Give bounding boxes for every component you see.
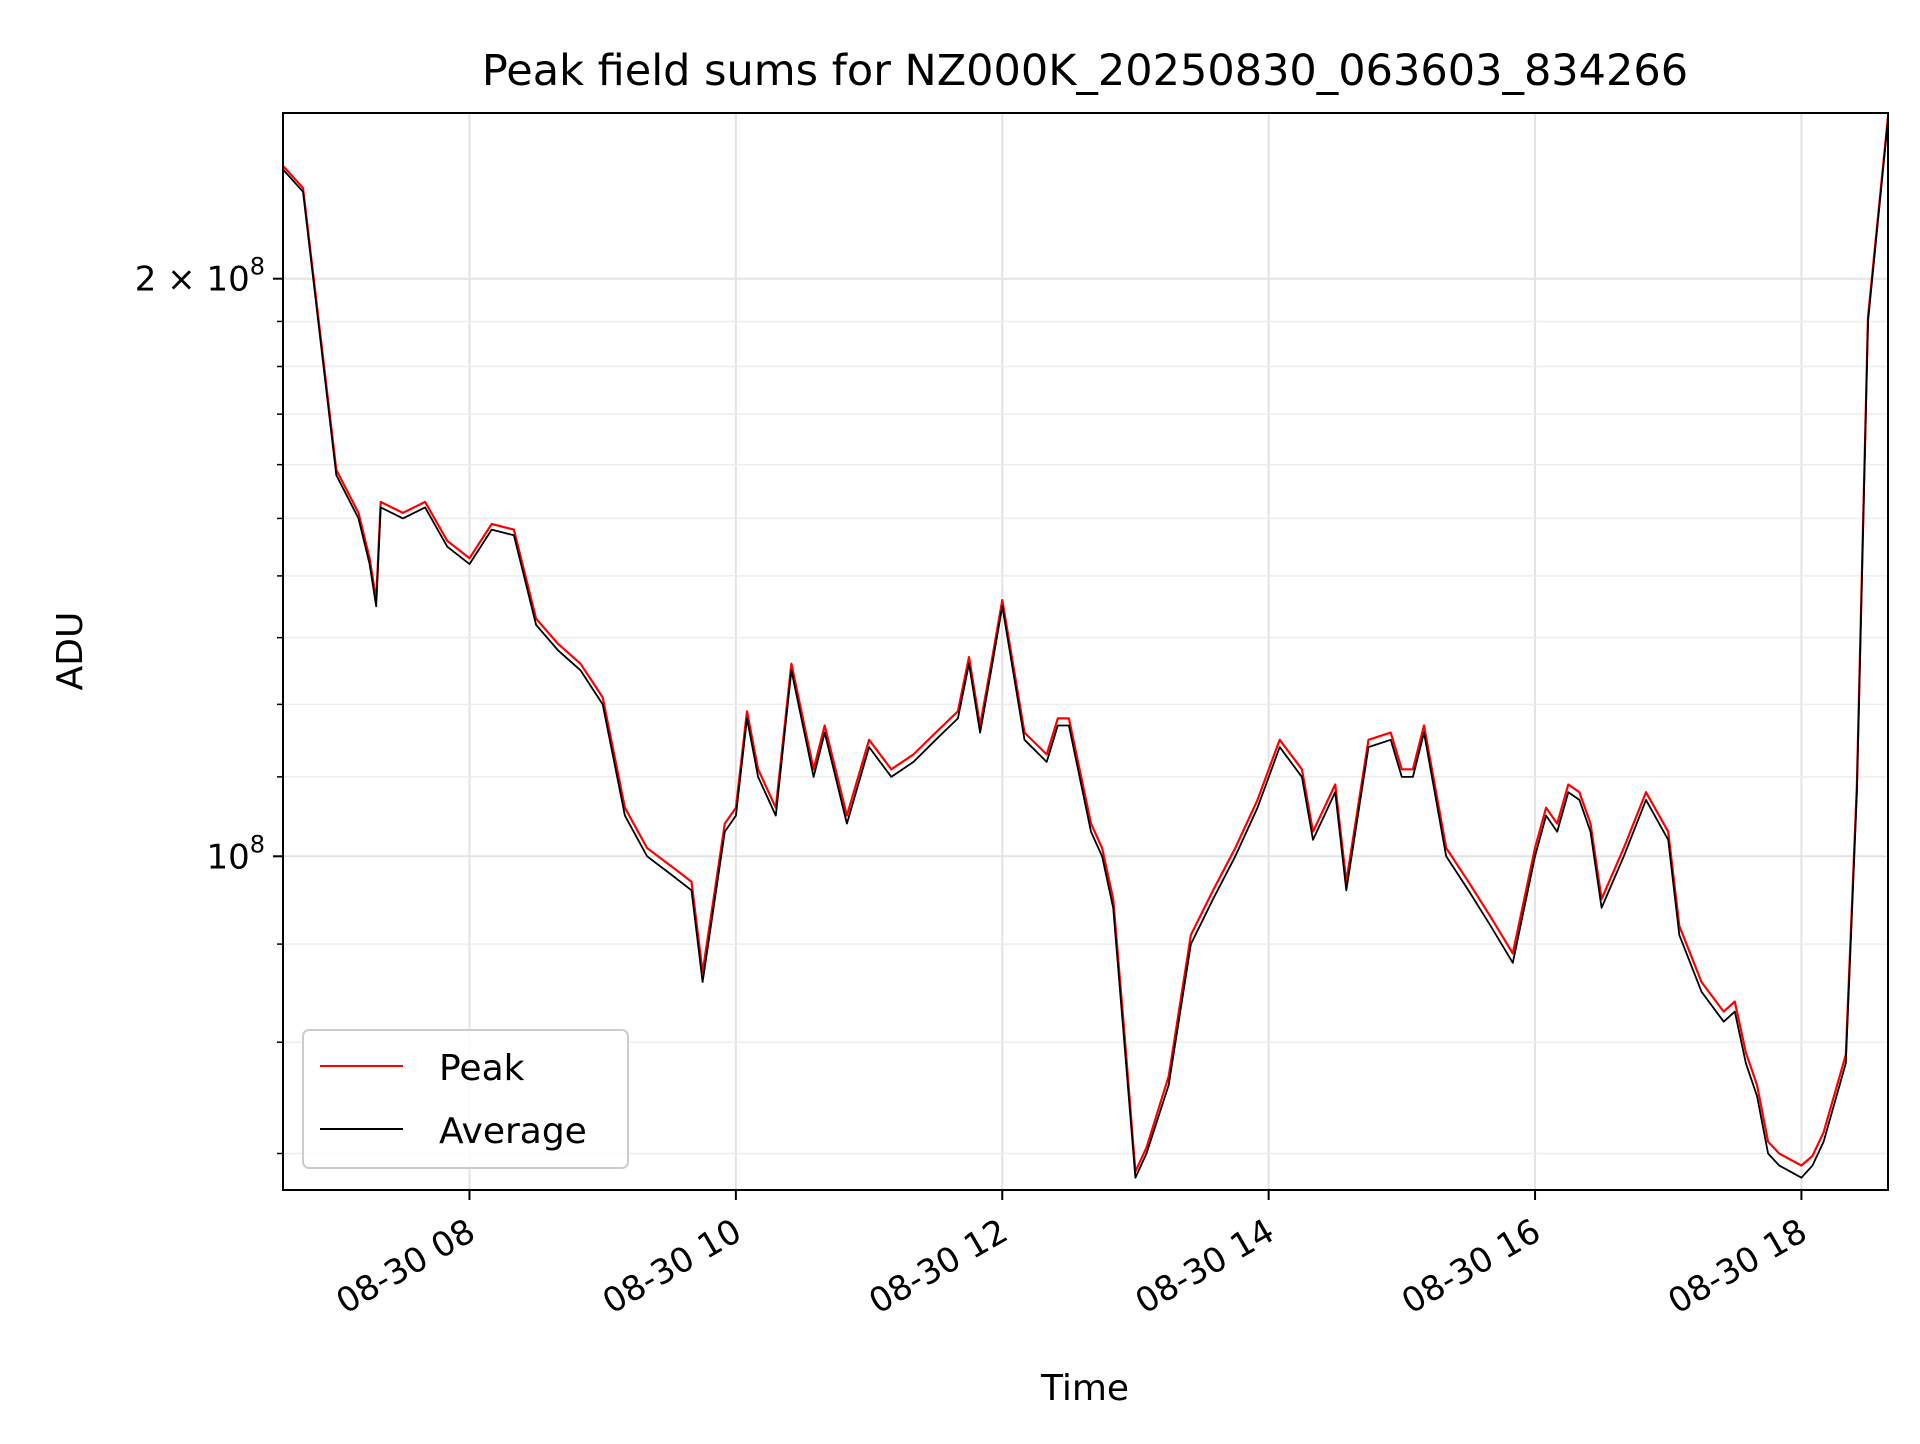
legend-box: [302, 1029, 629, 1169]
legend-label-average: Average: [439, 1111, 587, 1152]
y-axis-label: ADU: [50, 612, 91, 691]
plot-frame: [282, 112, 1889, 1191]
legend: Peak Average: [302, 1029, 629, 1169]
y-axis-ticks: 2 × 108 108: [135, 253, 283, 1155]
y-tick-label: 2 × 108: [135, 253, 265, 300]
chart-title: Peak field sums for NZ000K_20250830_0636…: [482, 46, 1688, 96]
series-line-average: [282, 119, 1889, 1179]
y-tick-label: 108: [206, 830, 265, 877]
legend-label-peak: Peak: [439, 1048, 525, 1089]
plot-lines: [282, 116, 1890, 1179]
x-axis-label: Time: [1040, 1368, 1129, 1409]
grid-lines: [283, 113, 1888, 1190]
